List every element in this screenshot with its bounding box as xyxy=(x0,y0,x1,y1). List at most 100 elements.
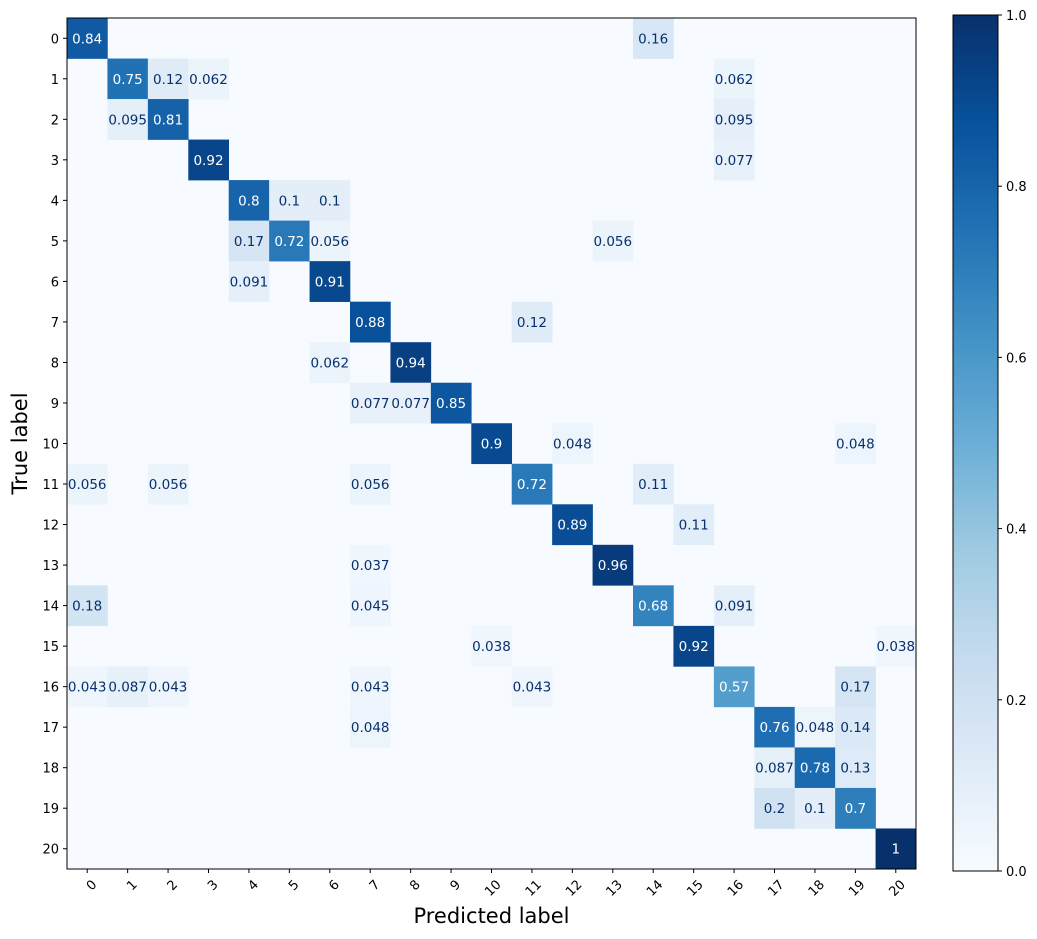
x-tick-label: 7 xyxy=(367,877,383,893)
heatmap-cell xyxy=(835,666,876,708)
x-tick-label: 0 xyxy=(84,877,100,893)
heatmap-cell xyxy=(350,544,391,586)
cell-value-label: 0.043 xyxy=(513,680,552,696)
y-tick-label: 17 xyxy=(42,721,59,736)
heatmap-cell xyxy=(835,423,876,465)
heatmap-cell xyxy=(147,666,189,708)
y-tick-label: 10 xyxy=(42,438,59,453)
y-tick-label: 2 xyxy=(51,113,59,128)
heatmap-cell xyxy=(835,747,876,789)
cell-value-label: 0.043 xyxy=(351,680,390,696)
cell-value-label: 0.76 xyxy=(759,720,789,736)
x-tick-label: 4 xyxy=(246,877,262,893)
heatmap-cell xyxy=(592,220,634,262)
heatmap-cell xyxy=(309,180,351,221)
cell-value-label: 0.095 xyxy=(108,112,147,128)
heatmap-cell xyxy=(552,423,593,465)
heatmap-cell xyxy=(875,625,917,667)
heatmap-cell xyxy=(794,706,836,748)
y-tick-label: 7 xyxy=(51,316,59,331)
cell-value-label: 0.11 xyxy=(679,518,709,534)
heatmap-cell xyxy=(511,463,553,505)
cell-value-label: 0.8 xyxy=(238,193,259,209)
cell-value-label: 1 xyxy=(891,842,900,858)
y-tick-label: 5 xyxy=(51,235,59,250)
x-tick-label: 14 xyxy=(644,877,666,899)
cell-value-label: 0.84 xyxy=(72,31,102,47)
heatmap-cell xyxy=(147,99,189,140)
cell-value-label: 0.048 xyxy=(796,720,835,736)
cell-value-label: 0.1 xyxy=(804,801,825,817)
cell-value-label: 0.043 xyxy=(149,680,188,696)
cell-value-label: 0.062 xyxy=(310,355,349,371)
x-tick-labels: 0 1 2 3 4 5 6 7 8 9 10 11 12 13 14 15 16 17 18 19 20 xyxy=(84,869,909,900)
heatmap-cell xyxy=(875,828,917,870)
cell-value-label: 0.92 xyxy=(679,639,709,655)
y-tick-label: 14 xyxy=(42,600,59,615)
heatmap-cell xyxy=(713,666,755,708)
x-tick-label: 12 xyxy=(563,877,585,899)
x-tick-label: 18 xyxy=(806,877,828,899)
y-tick-label: 4 xyxy=(51,194,59,209)
heatmap-cell xyxy=(471,423,513,465)
x-tick-label: 19 xyxy=(846,877,868,899)
heatmap-cell xyxy=(269,180,310,221)
cell-value-label: 0.94 xyxy=(396,355,426,371)
y-tick-label: 1 xyxy=(51,73,59,88)
y-tick-label: 16 xyxy=(42,681,59,696)
colorbar-tick-label: 1.0 xyxy=(1006,9,1027,24)
x-tick-label: 5 xyxy=(286,877,302,893)
y-tick-label: 8 xyxy=(51,356,59,371)
heatmap-cell xyxy=(350,706,391,748)
cell-value-label: 0.077 xyxy=(715,153,754,169)
heatmap-cell xyxy=(754,706,796,748)
x-tick-label: 15 xyxy=(684,877,706,899)
cell-value-label: 0.043 xyxy=(68,680,107,696)
x-tick-label: 13 xyxy=(604,877,626,899)
heatmap-cell xyxy=(228,180,270,221)
cell-value-label: 0.12 xyxy=(517,315,547,331)
heatmap-cell xyxy=(188,58,230,100)
heatmap-cell xyxy=(107,58,149,100)
heatmap-cell xyxy=(633,585,674,627)
heatmap-cell xyxy=(309,220,351,262)
cell-value-label: 0.2 xyxy=(764,801,785,817)
cell-value-label: 0.89 xyxy=(557,518,587,534)
cell-value-label: 0.17 xyxy=(840,680,870,696)
cell-value-label: 0.095 xyxy=(715,112,754,128)
cell-value-label: 0.81 xyxy=(153,112,183,128)
heatmap-cell xyxy=(754,787,796,829)
x-tick-label: 20 xyxy=(887,877,909,899)
heatmap-cell xyxy=(794,747,836,789)
cell-value-label: 0.091 xyxy=(715,599,754,615)
cell-value-label: 0.062 xyxy=(189,72,228,88)
heatmap-cell xyxy=(430,382,472,424)
colorbar-tick-label: 0.4 xyxy=(1006,523,1027,538)
cell-value-label: 0.75 xyxy=(113,72,143,88)
cell-value-label: 0.077 xyxy=(351,396,390,412)
heatmap-cell xyxy=(673,504,715,546)
heatmap-cell xyxy=(309,342,351,384)
x-tick-label: 11 xyxy=(523,877,545,899)
cell-value-label: 0.16 xyxy=(638,31,668,47)
heatmap-cell xyxy=(350,585,391,627)
heatmap-cell xyxy=(269,220,310,262)
heatmap-cell xyxy=(67,463,108,505)
cell-value-label: 0.048 xyxy=(553,437,592,453)
heatmap-cell xyxy=(511,666,553,708)
heatmap-cell xyxy=(835,706,876,748)
heatmap-cell xyxy=(794,787,836,829)
x-tick-label: 17 xyxy=(765,877,787,899)
heatmap-cell xyxy=(511,301,553,343)
heatmap-cell xyxy=(592,544,634,586)
heatmap-cell xyxy=(350,301,391,343)
heatmap-cell xyxy=(107,666,149,708)
cell-value-label: 0.087 xyxy=(108,680,147,696)
y-tick-label: 15 xyxy=(42,640,59,655)
heatmap-cell xyxy=(713,58,755,100)
cell-value-label: 0.85 xyxy=(436,396,466,412)
cell-value-label: 0.048 xyxy=(351,720,390,736)
